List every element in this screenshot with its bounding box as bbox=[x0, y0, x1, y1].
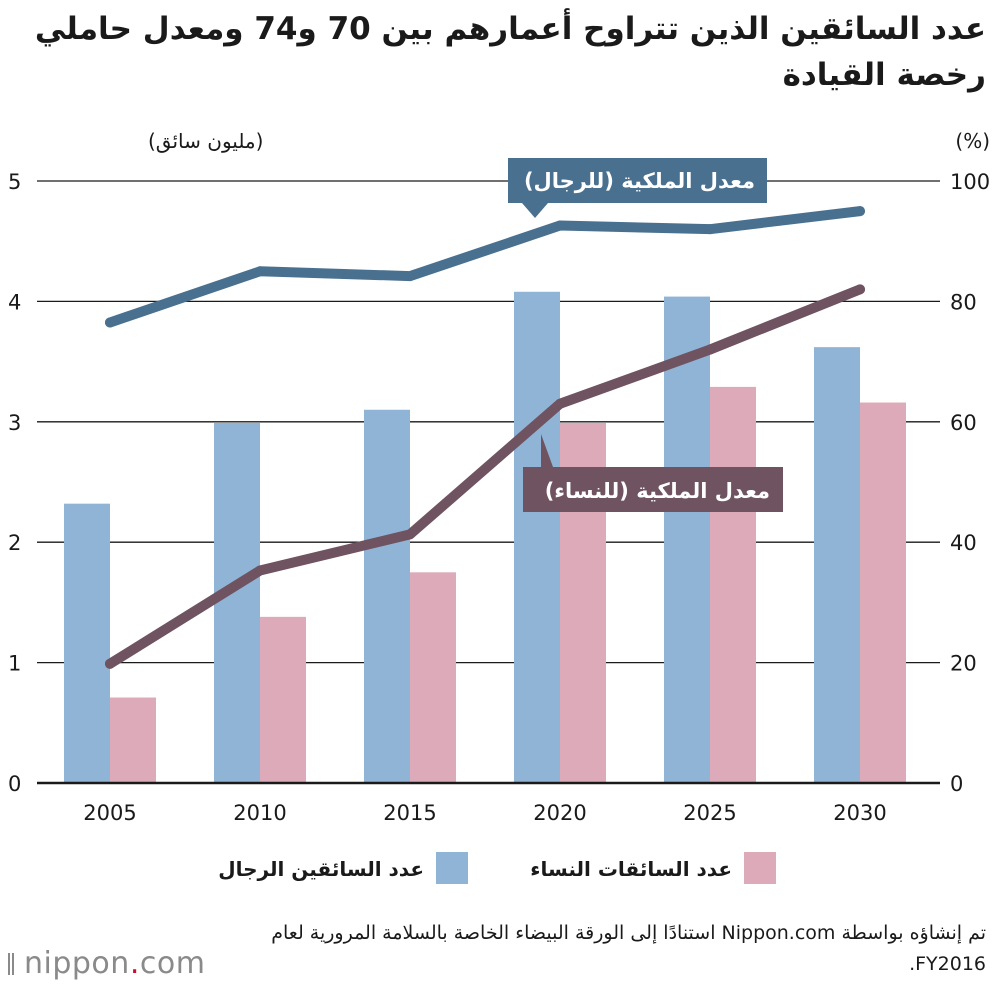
point-women-rate-2020 bbox=[555, 398, 565, 409]
line-women-rate bbox=[105, 284, 865, 669]
point-women-rate-2025 bbox=[705, 344, 715, 355]
lines bbox=[105, 206, 865, 669]
bar-women-2025 bbox=[710, 386, 756, 783]
point-women-rate-2010 bbox=[255, 565, 265, 576]
nippon-logo: nippon.com bbox=[8, 946, 205, 981]
legend-swatch-women bbox=[744, 852, 776, 884]
x-tick-label-2020: 2020 bbox=[533, 801, 586, 825]
bars bbox=[64, 291, 906, 783]
men-callout-box bbox=[508, 158, 767, 218]
right-tick-label-20: 20 bbox=[950, 652, 977, 676]
right-tick-label-100: 100 bbox=[950, 170, 990, 194]
source-note: تم إنشاؤه بواسطة Nippon.com استنادًا إلى… bbox=[271, 922, 986, 975]
point-men-rate-2025 bbox=[705, 224, 715, 235]
bar-men-2005 bbox=[64, 503, 110, 783]
right-tick-label-0: 0 bbox=[950, 772, 963, 796]
women-rate-callout: معدل الملكية (للنساء) bbox=[523, 434, 783, 512]
bar-women-2005 bbox=[110, 697, 156, 783]
point-men-rate-2015 bbox=[405, 271, 415, 282]
legend-swatch-men bbox=[436, 852, 468, 884]
bar-men-2020 bbox=[514, 291, 560, 783]
right-axis-label: (%) bbox=[955, 129, 990, 153]
x-tick-label-2015: 2015 bbox=[383, 801, 436, 825]
x-tick-label-2030: 2030 bbox=[833, 801, 886, 825]
chart-title: عدد السائقين الذين تتراوح أعمارهم بين 70… bbox=[34, 11, 986, 93]
point-men-rate-2030 bbox=[855, 206, 865, 217]
logo-tld: com bbox=[139, 946, 206, 981]
logo-word: nippon bbox=[24, 946, 130, 981]
bar-men-2030 bbox=[814, 347, 860, 783]
bar-men-2010 bbox=[214, 423, 260, 783]
x-tick-label-2025: 2025 bbox=[683, 801, 736, 825]
logo-mark-icon bbox=[8, 953, 16, 975]
left-tick-label-2: 2 bbox=[8, 531, 21, 555]
logo-dot: . bbox=[129, 946, 140, 981]
axes: 0 1 2 3 4 5 0 20 40 60 80 100 2005 2010 2015 2020 2025 20… bbox=[8, 170, 990, 825]
point-women-rate-2005 bbox=[105, 658, 115, 669]
right-tick-label-60: 60 bbox=[950, 411, 977, 435]
legend-label-men: عدد السائقين الرجال bbox=[218, 857, 424, 881]
right-tick-label-80: 80 bbox=[950, 290, 977, 314]
point-men-rate-2005 bbox=[105, 317, 115, 328]
right-tick-label-40: 40 bbox=[950, 531, 977, 555]
x-tick-label-2010: 2010 bbox=[233, 801, 286, 825]
bar-women-2030 bbox=[860, 402, 906, 783]
left-axis-label: (مليون سائق) bbox=[148, 129, 263, 153]
men-rate-callout: معدل الملكية (للرجال) bbox=[508, 158, 767, 218]
bar-women-2015 bbox=[410, 572, 456, 783]
left-tick-label-4: 4 bbox=[8, 290, 21, 314]
women-callout-box bbox=[523, 434, 783, 512]
women-callout-label: معدل الملكية (للنساء) bbox=[545, 479, 770, 503]
left-tick-label-0: 0 bbox=[8, 772, 21, 796]
left-tick-label-3: 3 bbox=[8, 411, 21, 435]
gridlines bbox=[37, 180, 940, 664]
bar-men-2025 bbox=[664, 296, 710, 783]
legend: عدد السائقين الرجال عدد السائقات النساء bbox=[218, 852, 776, 884]
point-women-rate-2030 bbox=[855, 284, 865, 295]
left-tick-label-5: 5 bbox=[8, 170, 21, 194]
point-women-rate-2015 bbox=[405, 529, 415, 540]
bar-women-2010 bbox=[260, 616, 306, 783]
legend-label-women: عدد السائقات النساء bbox=[530, 857, 732, 881]
x-tick-label-2005: 2005 bbox=[83, 801, 136, 825]
point-men-rate-2010 bbox=[255, 266, 265, 277]
line-men-rate bbox=[105, 206, 865, 328]
point-men-rate-2020 bbox=[555, 220, 565, 231]
left-tick-label-1: 1 bbox=[8, 652, 21, 676]
bar-men-2015 bbox=[364, 409, 410, 783]
men-callout-label: معدل الملكية (للرجال) bbox=[524, 169, 755, 193]
